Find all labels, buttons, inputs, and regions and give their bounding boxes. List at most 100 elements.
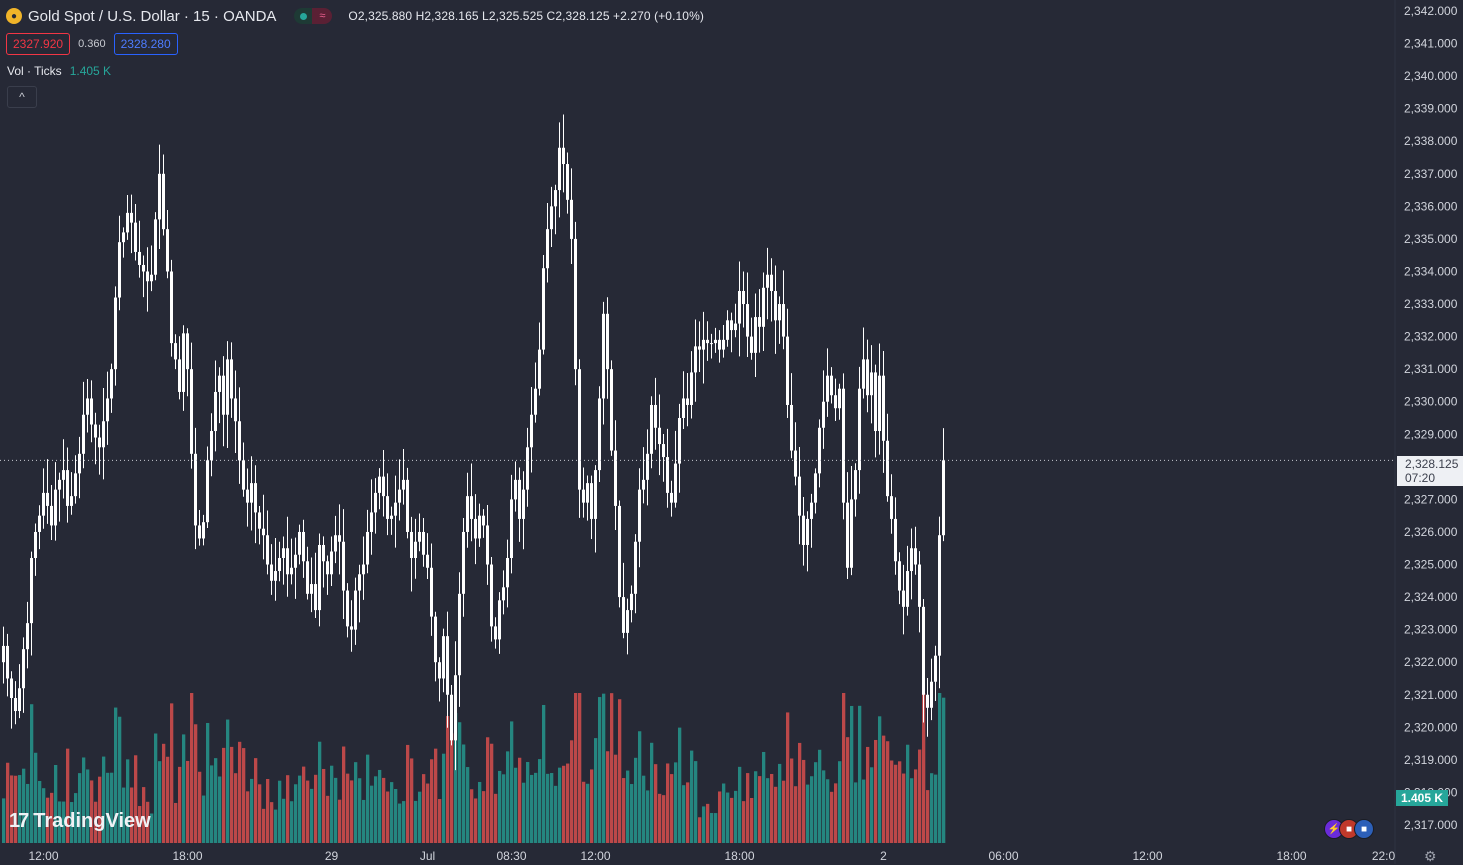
candle xyxy=(150,245,153,292)
candle xyxy=(770,258,773,322)
volume-bar xyxy=(622,778,626,843)
volume-bar xyxy=(414,800,418,843)
volume-bar xyxy=(46,797,50,843)
candle xyxy=(442,628,445,693)
volume-bar xyxy=(682,785,686,843)
volume-bar xyxy=(802,759,806,843)
volume-bar xyxy=(230,746,234,843)
volume-bar xyxy=(286,775,290,843)
buy-price-button[interactable]: 2328.280 xyxy=(113,33,178,55)
volume-bar xyxy=(306,780,310,843)
price-axis[interactable]: 2,342.000 2,341.000 2,340.000 2,339.000 2,33… xyxy=(1404,4,1458,832)
candle xyxy=(282,536,285,585)
volume-bar xyxy=(174,802,178,843)
volume-bar xyxy=(782,780,786,843)
candle xyxy=(614,420,617,530)
events-badges[interactable]: ⚡ ■ ■ xyxy=(1324,819,1374,839)
volume-bar xyxy=(814,762,818,843)
symbol-title[interactable]: Gold Spot / U.S. Dollar · 15 · OANDA xyxy=(28,7,277,25)
us-flag-icon[interactable]: ■ xyxy=(1354,819,1374,839)
volume-bar xyxy=(182,734,186,843)
candle xyxy=(406,467,409,539)
candle xyxy=(102,387,105,480)
candle xyxy=(882,350,885,473)
volume-legend[interactable]: Vol · Ticks 1.405 K xyxy=(7,64,111,78)
settings-gear-icon[interactable]: ⚙ xyxy=(1424,848,1437,864)
volume-bar xyxy=(858,705,862,843)
candle xyxy=(486,504,489,585)
price-tick-label: 2,329.000 xyxy=(1404,427,1458,441)
volume-bar xyxy=(598,697,602,843)
candle xyxy=(174,334,177,370)
candle xyxy=(682,371,685,430)
time-tick-label: 22:0 xyxy=(1372,849,1396,863)
candle xyxy=(726,310,729,347)
candle xyxy=(742,271,745,328)
candle xyxy=(38,505,41,550)
time-axis[interactable]: 12:00 18:00 29 Jul 08:30 12:00 18:00 2 06:00 12:0… xyxy=(28,849,1395,863)
candle xyxy=(398,459,401,521)
time-tick-label: 18:00 xyxy=(724,849,754,863)
price-tick-label: 2,331.000 xyxy=(1404,362,1458,376)
volume-bar xyxy=(826,779,830,843)
candle xyxy=(42,468,45,529)
candle xyxy=(938,516,941,689)
candle xyxy=(790,373,793,459)
candle xyxy=(98,424,101,475)
candle xyxy=(806,511,809,572)
candle xyxy=(650,396,653,469)
volume-bar xyxy=(906,744,910,843)
candle xyxy=(430,543,433,636)
candle xyxy=(558,122,561,218)
volume-bar xyxy=(850,705,854,843)
chevron-up-icon: ^ xyxy=(19,90,25,104)
candle xyxy=(10,671,13,729)
volume-bar xyxy=(514,767,518,843)
ohlc-readout: O2,325.880 H2,328.165 L2,325.525 C2,328.… xyxy=(348,9,704,23)
candle xyxy=(746,272,749,358)
volume-bar xyxy=(98,776,102,843)
candle xyxy=(658,394,661,476)
volume-bar xyxy=(670,774,674,843)
candle xyxy=(222,356,225,447)
candle xyxy=(762,272,765,352)
candle xyxy=(902,564,905,635)
volume-bar xyxy=(266,778,270,843)
candle xyxy=(518,467,521,542)
sell-price-button[interactable]: 2327.920 xyxy=(6,33,71,55)
volume-bar xyxy=(886,741,890,843)
volume-bar xyxy=(870,767,874,843)
price-tick-label: 2,322.000 xyxy=(1404,655,1458,669)
candle xyxy=(210,413,213,477)
candle xyxy=(214,360,217,452)
volume-bar xyxy=(26,783,30,843)
collapse-legend-button[interactable]: ^ xyxy=(7,86,37,108)
candle xyxy=(850,466,853,576)
volume-bar xyxy=(914,769,918,843)
candle xyxy=(78,436,81,499)
candle xyxy=(106,371,109,445)
market-status-pill[interactable]: ≈ xyxy=(294,8,333,24)
volume-bar xyxy=(366,754,370,843)
volume-bar xyxy=(490,743,494,843)
candle xyxy=(570,168,573,265)
candle xyxy=(914,526,917,575)
volume-bar xyxy=(666,763,670,843)
volume-bar xyxy=(70,802,74,843)
candle xyxy=(30,551,33,656)
tradingview-logo[interactable]: 17 TradingView xyxy=(9,810,151,833)
candle xyxy=(498,592,501,654)
candle xyxy=(354,577,357,645)
volume-bar xyxy=(762,751,766,843)
candle xyxy=(250,456,253,531)
candle xyxy=(350,600,353,652)
volume-bar xyxy=(54,764,58,843)
candle xyxy=(674,430,677,508)
candle xyxy=(110,363,113,413)
price-tick-label: 2,341.000 xyxy=(1404,37,1458,51)
volume-bar xyxy=(726,792,730,843)
price-tick-label: 2,324.000 xyxy=(1404,590,1458,604)
price-tick-label: 2,338.000 xyxy=(1404,134,1458,148)
volume-bar xyxy=(610,693,614,843)
